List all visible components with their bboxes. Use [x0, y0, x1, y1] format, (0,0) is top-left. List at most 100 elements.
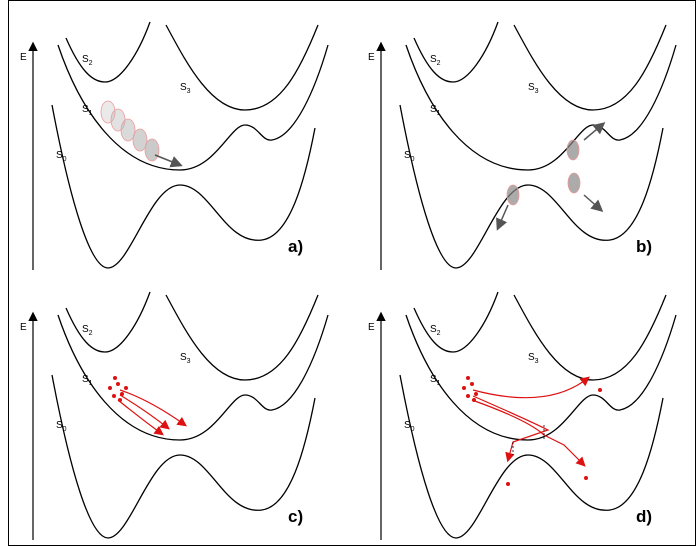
s0-curve — [399, 374, 664, 539]
panel-label: d) — [636, 507, 652, 526]
motion-arrow — [154, 154, 183, 168]
wavepacket — [132, 128, 148, 152]
state-label: S2 — [82, 54, 93, 67]
axis-label: E — [20, 322, 27, 333]
motion-arrow — [583, 122, 606, 141]
state-label: S0 — [56, 420, 67, 433]
state-subscript: 3 — [535, 358, 539, 365]
panel-label: a) — [288, 237, 303, 256]
trajectory-dot — [124, 386, 128, 390]
state-label: S0 — [404, 420, 415, 433]
s2-curve — [65, 21, 151, 83]
trajectory-arrow — [119, 389, 187, 427]
trajectory-dot — [462, 386, 466, 390]
state-label: S3 — [528, 352, 539, 365]
state-letter: S — [56, 150, 63, 161]
state-label: S3 — [180, 82, 191, 95]
state-label: S3 — [528, 82, 539, 95]
state-label: S3 — [180, 352, 191, 365]
state-subscript: 0 — [63, 156, 67, 163]
trajectory-dot — [506, 482, 510, 486]
motion-arrow — [583, 194, 604, 212]
state-subscript: 2 — [437, 330, 441, 337]
state-letter: S — [82, 54, 89, 65]
trajectory-dot — [108, 386, 112, 390]
state-subscript: 0 — [411, 156, 415, 163]
wavepacket — [506, 184, 520, 206]
state-letter: S — [404, 150, 411, 161]
frame — [8, 0, 696, 546]
hop-line — [512, 425, 545, 455]
trajectory-dot — [466, 394, 470, 398]
state-letter: S — [430, 104, 437, 115]
s2-curve — [65, 291, 151, 353]
s1-curve — [405, 314, 677, 441]
s2-curve — [413, 291, 499, 353]
motion-arrow — [496, 204, 509, 231]
state-subscript: 3 — [187, 88, 191, 95]
state-subscript: 2 — [437, 60, 441, 67]
state-letter: S — [430, 324, 437, 335]
axis-label: E — [368, 322, 375, 333]
s1-curve — [57, 314, 329, 441]
s1-curve — [405, 44, 677, 171]
s0-curve — [51, 104, 316, 269]
state-letter: S — [430, 54, 437, 65]
state-label: S1 — [430, 374, 441, 387]
trajectory-dot — [584, 476, 588, 480]
s0-curve — [399, 104, 664, 269]
state-letter: S — [404, 420, 411, 431]
state-letter: S — [180, 82, 187, 93]
state-letter: S — [430, 374, 437, 385]
state-label: S2 — [430, 324, 441, 337]
state-letter: S — [82, 324, 89, 335]
state-label: S0 — [56, 150, 67, 163]
panel-label: c) — [288, 507, 303, 526]
trajectory-dot — [598, 388, 602, 392]
state-subscript: 2 — [89, 330, 93, 337]
wavepacket — [120, 118, 136, 142]
panel-label: b) — [636, 237, 652, 256]
state-subscript: 1 — [437, 110, 441, 117]
state-letter: S — [180, 352, 187, 363]
trajectory-dot — [112, 394, 116, 398]
trajectory-arrow — [472, 376, 590, 399]
s2-curve — [413, 21, 499, 83]
state-subscript: 1 — [89, 380, 93, 387]
state-label: S1 — [82, 104, 93, 117]
s3-curve — [513, 24, 667, 111]
state-letter: S — [82, 374, 89, 385]
trajectory-arrow — [119, 394, 170, 430]
state-label: S0 — [404, 150, 415, 163]
state-subscript: 1 — [437, 380, 441, 387]
axis-label: E — [368, 52, 375, 63]
state-label: S1 — [430, 104, 441, 117]
axis-label: E — [20, 52, 27, 63]
wavepacket — [567, 172, 581, 194]
s0-curve — [51, 374, 316, 539]
state-subscript: 0 — [411, 426, 415, 433]
state-letter: S — [82, 104, 89, 115]
trajectory-dot — [466, 376, 470, 380]
s3-curve — [165, 24, 319, 111]
state-letter: S — [528, 82, 535, 93]
trajectory-dot — [116, 382, 120, 386]
wavepacket — [566, 139, 580, 161]
state-label: S1 — [82, 374, 93, 387]
s3-curve — [165, 294, 319, 381]
state-label: S2 — [82, 324, 93, 337]
trajectory-dot — [470, 382, 474, 386]
trajectory-dot — [113, 376, 117, 380]
state-subscript: 1 — [89, 110, 93, 117]
state-letter: S — [56, 420, 63, 431]
trajectory-dot — [474, 392, 478, 396]
trajectory-arrow — [472, 395, 550, 463]
state-subscript: 0 — [63, 426, 67, 433]
trajectory-arrow — [117, 399, 164, 436]
